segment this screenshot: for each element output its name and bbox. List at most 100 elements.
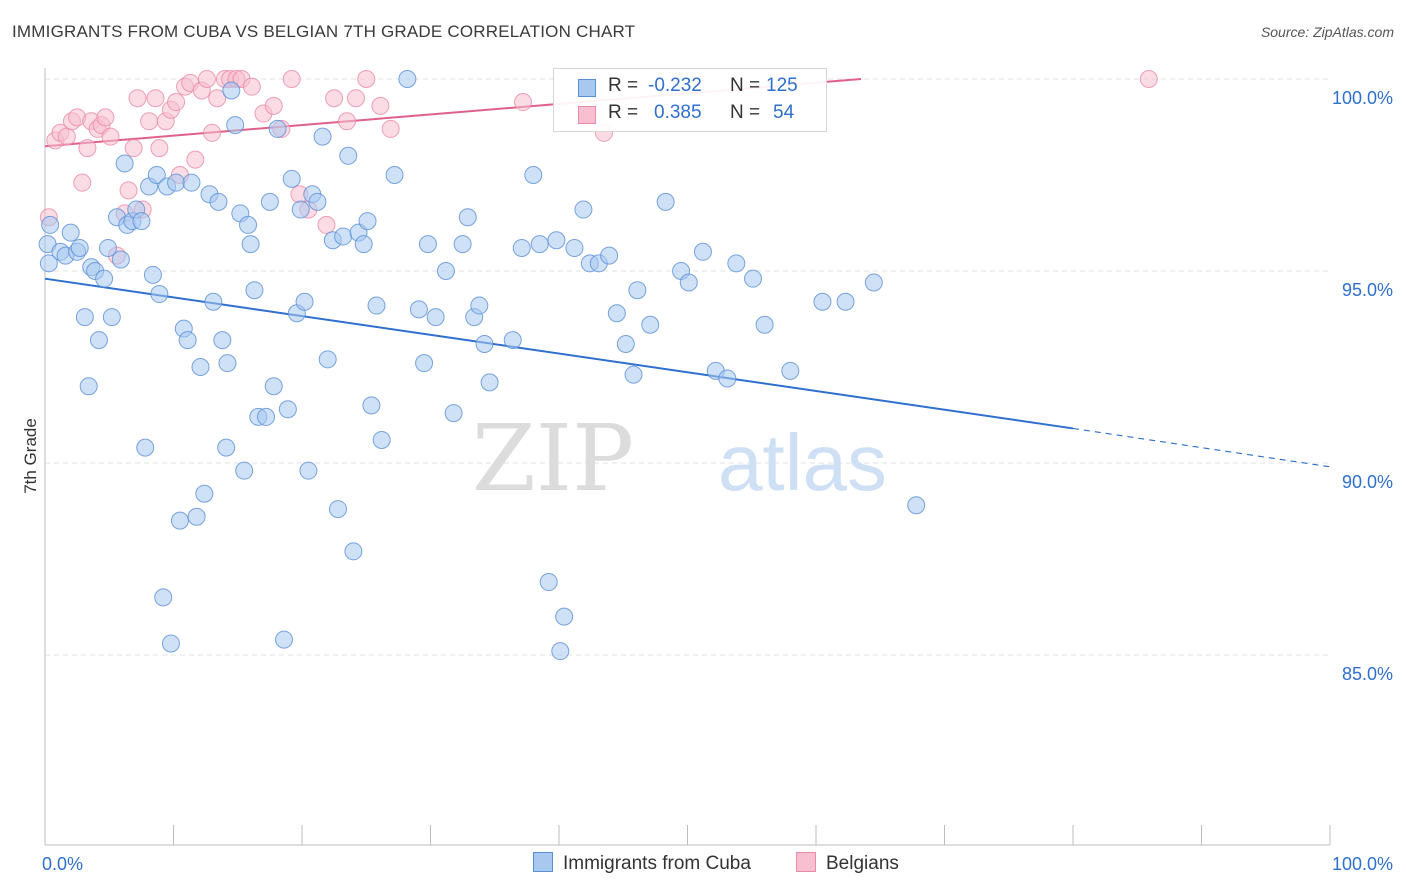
point-cuba	[813, 292, 832, 311]
point-cuba	[136, 438, 155, 457]
point-cuba	[512, 238, 531, 257]
watermark-zip: ZIP	[472, 405, 634, 512]
legend-n-value: 125	[766, 75, 798, 96]
point-cuba	[551, 642, 570, 661]
point-cuba	[102, 308, 121, 327]
point-belgians	[146, 89, 165, 108]
point-cuba	[864, 273, 883, 292]
legend-swatch-cuba	[578, 79, 596, 97]
point-cuba	[624, 365, 643, 384]
point-cuba	[362, 396, 381, 415]
point-cuba	[260, 192, 279, 211]
y-tick-label: 85.0%	[1342, 664, 1393, 684]
x-tick-label-max: 100.0%	[1332, 854, 1393, 874]
point-cuba	[245, 281, 264, 300]
point-cuba	[503, 331, 522, 350]
source-credit: Source: ZipAtlas.com	[1260, 24, 1394, 40]
point-belgians	[186, 150, 205, 169]
point-cuba	[574, 200, 593, 219]
point-belgians	[128, 89, 147, 108]
point-cuba	[354, 235, 373, 254]
point-cuba	[328, 500, 347, 519]
point-cuba	[470, 296, 489, 315]
point-cuba	[39, 254, 58, 273]
point-cuba	[565, 238, 584, 257]
point-cuba	[291, 200, 310, 219]
point-cuba	[98, 238, 117, 257]
point-cuba	[718, 369, 737, 388]
point-cuba	[70, 238, 89, 257]
point-cuba	[275, 630, 294, 649]
point-cuba	[241, 235, 260, 254]
point-cuba	[453, 235, 472, 254]
point-cuba	[426, 308, 445, 327]
data-points	[38, 70, 1158, 661]
bottom-legend-swatch-cuba	[533, 852, 553, 872]
point-cuba	[89, 331, 108, 350]
point-cuba	[195, 484, 214, 503]
point-cuba	[436, 262, 455, 280]
point-cuba	[339, 146, 358, 165]
point-belgians	[514, 93, 533, 112]
axes	[44, 68, 1331, 846]
point-cuba	[555, 607, 574, 626]
point-cuba	[191, 358, 210, 376]
point-cuba	[218, 354, 237, 373]
point-belgians	[337, 112, 356, 131]
point-cuba	[480, 373, 499, 392]
point-cuba	[154, 588, 173, 607]
point-cuba	[282, 169, 301, 188]
bottom-legend-swatch-belgians	[796, 852, 816, 872]
point-belgians	[208, 89, 227, 108]
point-cuba	[61, 223, 80, 242]
legend-r-label: R =	[608, 102, 639, 123]
point-belgians	[317, 215, 336, 234]
point-cuba	[264, 377, 283, 396]
point-cuba	[161, 634, 180, 653]
point-cuba	[836, 292, 855, 311]
point-cuba	[600, 246, 619, 265]
point-cuba	[222, 81, 241, 100]
point-cuba	[115, 154, 134, 173]
axis-labels: 85.0% 90.0% 95.0% 100.0% 0.0% 100.0% 7th Grade	[21, 88, 1393, 874]
point-cuba	[409, 300, 428, 319]
point-belgians	[203, 123, 222, 142]
point-cuba	[111, 250, 130, 269]
legend-n-label: N =	[730, 102, 761, 123]
point-cuba	[209, 192, 228, 211]
point-cuba	[372, 430, 391, 449]
legend-swatch-belgians	[578, 106, 596, 124]
bottom-legend-belgians: Belgians	[796, 852, 899, 875]
point-cuba	[167, 173, 186, 192]
point-cuba	[344, 542, 363, 561]
point-cuba	[693, 242, 712, 261]
point-cuba	[226, 116, 245, 135]
point-cuba	[257, 407, 276, 426]
point-cuba	[444, 404, 463, 423]
point-cuba	[547, 231, 566, 250]
point-cuba	[656, 192, 675, 211]
point-cuba	[79, 377, 98, 396]
point-cuba	[398, 70, 417, 88]
point-cuba	[415, 354, 434, 373]
point-cuba	[170, 511, 189, 530]
point-belgians	[78, 139, 97, 158]
point-cuba	[385, 166, 404, 184]
bottom-legend-label-cuba: Immigrants from Cuba	[563, 853, 751, 874]
point-cuba	[524, 166, 543, 184]
point-cuba	[213, 331, 232, 350]
trend-line-cuba-extension	[1072, 427, 1331, 468]
point-cuba	[41, 215, 60, 234]
point-cuba	[178, 331, 197, 350]
point-cuba	[268, 119, 287, 138]
point-cuba	[530, 235, 549, 254]
y-tick-label: 100.0%	[1332, 88, 1393, 108]
bottom-legend-label-belgians: Belgians	[826, 853, 899, 874]
point-cuba	[641, 315, 660, 334]
point-cuba	[147, 166, 166, 184]
point-cuba	[475, 334, 494, 353]
watermark: ZIP atlas	[472, 405, 887, 512]
point-cuba	[318, 350, 337, 369]
point-cuba	[308, 192, 327, 211]
